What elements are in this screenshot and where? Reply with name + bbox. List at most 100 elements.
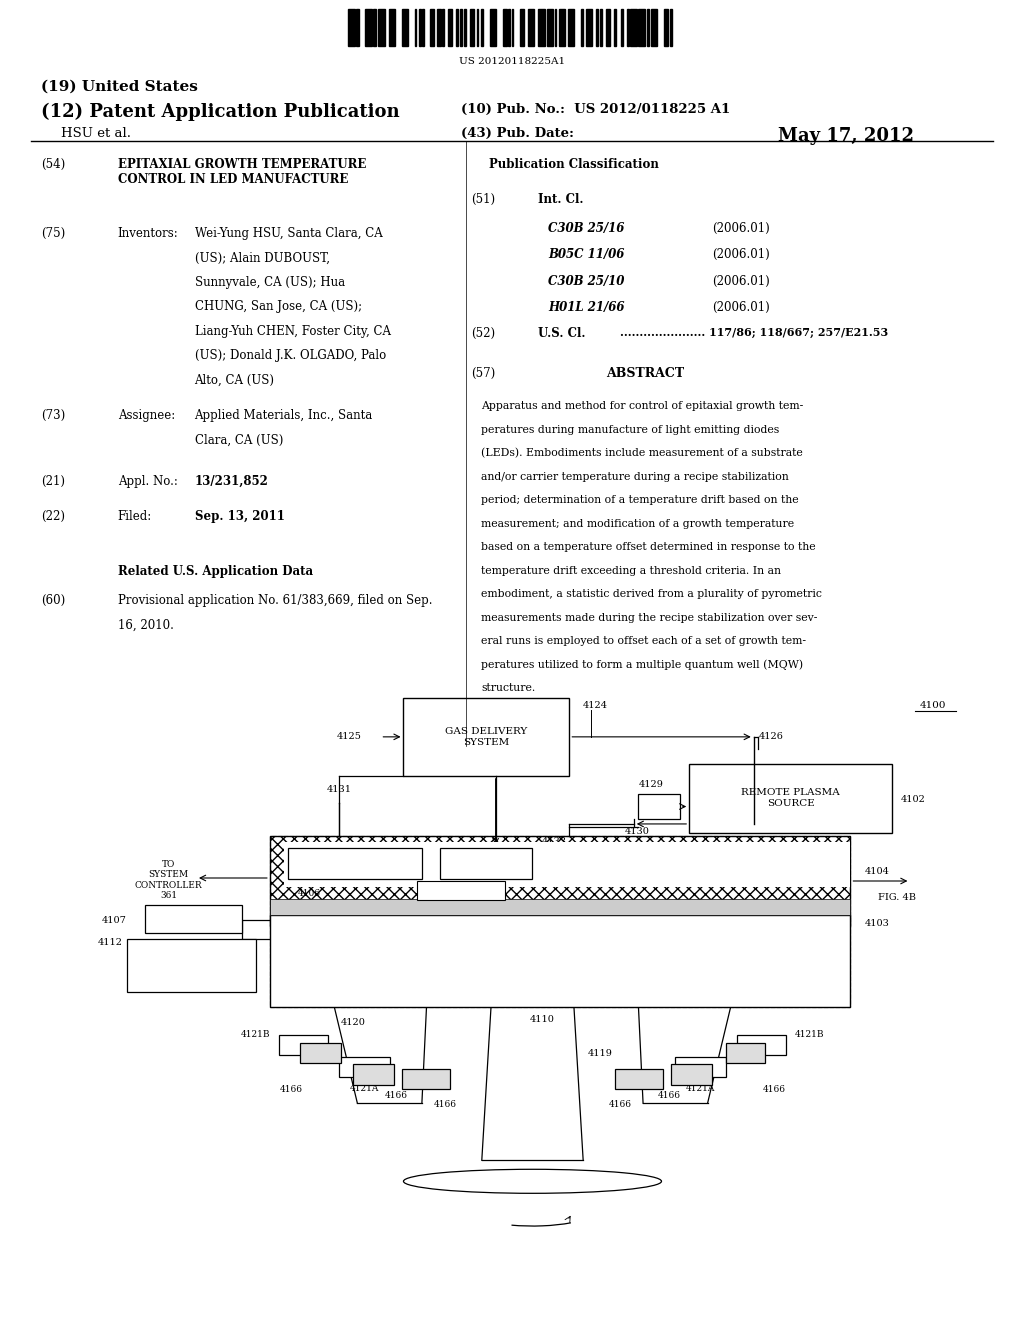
- Bar: [437, 9, 441, 46]
- Bar: [670, 9, 672, 46]
- Bar: [145, 906, 243, 933]
- Text: 4166: 4166: [433, 1100, 457, 1109]
- Bar: [279, 1035, 328, 1055]
- Bar: [374, 9, 376, 46]
- Bar: [512, 9, 513, 46]
- Bar: [389, 9, 395, 46]
- Bar: [449, 9, 453, 46]
- Text: 4126: 4126: [758, 733, 783, 742]
- Bar: [127, 940, 256, 993]
- Text: 4290: 4290: [474, 859, 499, 869]
- Bar: [559, 9, 565, 46]
- Bar: [567, 9, 574, 46]
- Text: H01L 21/66: H01L 21/66: [548, 301, 625, 314]
- Text: 4130: 4130: [625, 826, 649, 836]
- Text: (2006.01): (2006.01): [712, 275, 769, 288]
- Text: Sep. 13, 2011: Sep. 13, 2011: [195, 510, 285, 523]
- Text: Inventors:: Inventors:: [118, 227, 178, 240]
- Text: Filed:: Filed:: [118, 510, 152, 523]
- Text: 4120: 4120: [340, 1018, 366, 1027]
- Text: HSU et al.: HSU et al.: [61, 127, 131, 140]
- Text: peratures during manufacture of light emitting diodes: peratures during manufacture of light em…: [481, 425, 779, 434]
- Text: (21): (21): [41, 475, 65, 488]
- Bar: [465, 9, 466, 46]
- Bar: [631, 9, 637, 46]
- Text: REMOTE PLASMA
SOURCE: REMOTE PLASMA SOURCE: [741, 788, 840, 808]
- Text: 4119: 4119: [588, 1049, 612, 1057]
- Text: 4108: 4108: [442, 912, 466, 921]
- Text: Int. Cl.: Int. Cl.: [538, 193, 583, 206]
- Bar: [401, 1069, 450, 1089]
- Text: CHUNG, San Jose, CA (US);: CHUNG, San Jose, CA (US);: [195, 301, 361, 313]
- Bar: [356, 9, 358, 46]
- Text: Appl. No.:: Appl. No.:: [118, 475, 177, 488]
- Text: U.S. Cl.: U.S. Cl.: [538, 327, 585, 341]
- Text: measurement; and modification of a growth temperature: measurement; and modification of a growt…: [481, 519, 795, 529]
- Text: (10) Pub. No.:  US 2012/0118225 A1: (10) Pub. No.: US 2012/0118225 A1: [461, 103, 730, 116]
- Text: Wei-Yung HSU, Santa Clara, CA: Wei-Yung HSU, Santa Clara, CA: [195, 227, 382, 240]
- Text: measurements made during the recipe stabilization over sev-: measurements made during the recipe stab…: [481, 612, 817, 623]
- Bar: [415, 9, 417, 46]
- Text: 4102: 4102: [901, 796, 926, 804]
- Text: (60): (60): [41, 594, 66, 607]
- Text: Applied Materials, Inc., Santa: Applied Materials, Inc., Santa: [195, 409, 373, 422]
- Bar: [503, 9, 507, 46]
- Text: Sunnyvale, CA (US); Hua: Sunnyvale, CA (US); Hua: [195, 276, 345, 289]
- Text: VACUUM
SYSTEM: VACUUM SYSTEM: [168, 956, 215, 975]
- Bar: [621, 9, 623, 46]
- Text: based on a temperature offset determined in response to the: based on a temperature offset determined…: [481, 543, 816, 552]
- Bar: [480, 9, 483, 46]
- Bar: [600, 9, 602, 46]
- Bar: [378, 9, 385, 46]
- Text: 4133: 4133: [542, 837, 566, 846]
- Text: and/or carrier temperature during a recipe stabilization: and/or carrier temperature during a reci…: [481, 471, 790, 482]
- Text: Provisional application No. 61/383,669, filed on Sep.: Provisional application No. 61/383,669, …: [118, 594, 432, 607]
- Text: US 20120118225A1: US 20120118225A1: [459, 57, 565, 66]
- Bar: [270, 915, 850, 1007]
- Text: (12) Patent Application Publication: (12) Patent Application Publication: [41, 103, 399, 121]
- Text: 4125: 4125: [337, 733, 362, 742]
- Text: 13/231,852: 13/231,852: [195, 475, 268, 488]
- Text: (US); Donald J.K. OLGADO, Palo: (US); Donald J.K. OLGADO, Palo: [195, 350, 386, 362]
- Text: 16, 2010.: 16, 2010.: [118, 619, 174, 631]
- Text: structure.: structure.: [481, 684, 536, 693]
- Bar: [270, 836, 850, 1007]
- Bar: [348, 9, 354, 46]
- Text: (2006.01): (2006.01): [712, 222, 769, 235]
- Bar: [676, 1057, 726, 1077]
- Text: temperature drift exceeding a threshold criteria. In an: temperature drift exceeding a threshold …: [481, 566, 781, 576]
- Text: Liang-Yuh CHEN, Foster City, CA: Liang-Yuh CHEN, Foster City, CA: [195, 325, 390, 338]
- Bar: [539, 9, 545, 46]
- Ellipse shape: [403, 1170, 662, 1193]
- Bar: [418, 880, 505, 900]
- Bar: [300, 1043, 341, 1063]
- Bar: [614, 9, 616, 46]
- Text: ...................... 117/86; 118/667; 257/E21.53: ...................... 117/86; 118/667; …: [620, 327, 888, 338]
- Text: 4132: 4132: [343, 859, 368, 869]
- Text: 4112: 4112: [97, 939, 123, 948]
- Bar: [581, 9, 583, 46]
- Bar: [366, 9, 372, 46]
- Bar: [419, 9, 421, 46]
- Text: Apparatus and method for control of epitaxial growth tem-: Apparatus and method for control of epit…: [481, 401, 804, 412]
- Text: 4110: 4110: [529, 1015, 554, 1023]
- Bar: [339, 1057, 389, 1077]
- Text: 4291: 4291: [440, 886, 463, 895]
- Text: Assignee:: Assignee:: [118, 409, 175, 422]
- Text: GAS DELIVERY
SYSTEM: GAS DELIVERY SYSTEM: [445, 727, 527, 747]
- Text: embodiment, a statistic derived from a plurality of pyrometric: embodiment, a statistic derived from a p…: [481, 589, 822, 599]
- Text: 4114: 4114: [494, 912, 516, 921]
- Text: Clara, CA (US): Clara, CA (US): [195, 433, 283, 446]
- Text: (2006.01): (2006.01): [712, 248, 769, 261]
- Text: (LEDs). Embodiments include measurement of a substrate: (LEDs). Embodiments include measurement …: [481, 449, 803, 458]
- Text: FIG. 4B: FIG. 4B: [878, 892, 916, 902]
- Bar: [284, 842, 850, 887]
- Text: peratures utilized to form a multiple quantum well (MQW): peratures utilized to form a multiple qu…: [481, 660, 804, 671]
- Text: 4166: 4166: [608, 1100, 632, 1109]
- Text: TO
SYSTEM
CONTROLLER
361: TO SYSTEM CONTROLLER 361: [134, 861, 203, 900]
- Bar: [520, 9, 524, 46]
- Bar: [489, 9, 497, 46]
- Text: 4166: 4166: [385, 1090, 408, 1100]
- Bar: [726, 1043, 765, 1063]
- Bar: [671, 1064, 713, 1085]
